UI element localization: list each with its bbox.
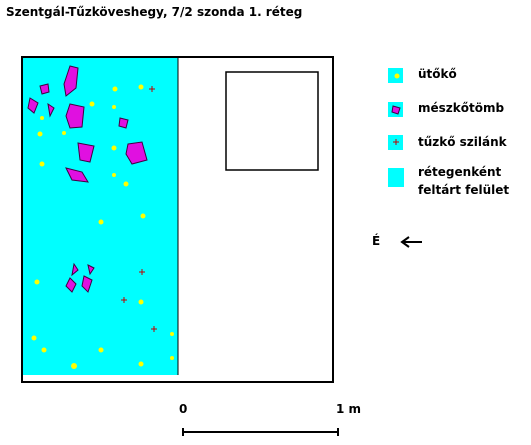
excavated-surface	[23, 58, 178, 375]
legend-label: tűzkő szilánk	[418, 135, 508, 149]
north-label: É	[372, 233, 380, 248]
legend-label: feltárt felület	[418, 183, 509, 197]
flint-flakes	[121, 86, 157, 332]
legend-label: ütőkő	[418, 67, 457, 81]
inner-square	[225, 71, 319, 171]
legend-swatch	[388, 168, 404, 187]
north-arrow	[400, 236, 422, 248]
hammerstones	[31, 84, 174, 369]
scale-bar	[182, 428, 339, 436]
title: Szentgál-Tűzköveshegy, 7/2 szonda 1. rét…	[6, 5, 302, 19]
limestone-blocks	[27, 65, 148, 293]
legend-label: mészkőtömb	[418, 101, 504, 115]
scale-start: 0	[179, 402, 187, 416]
legend-label: rétegenként	[418, 165, 502, 179]
legend: ütőkő mészkőtömb tűzkő szilánk rétegenké…	[388, 67, 509, 197]
scale-end: 1 m	[336, 402, 361, 416]
